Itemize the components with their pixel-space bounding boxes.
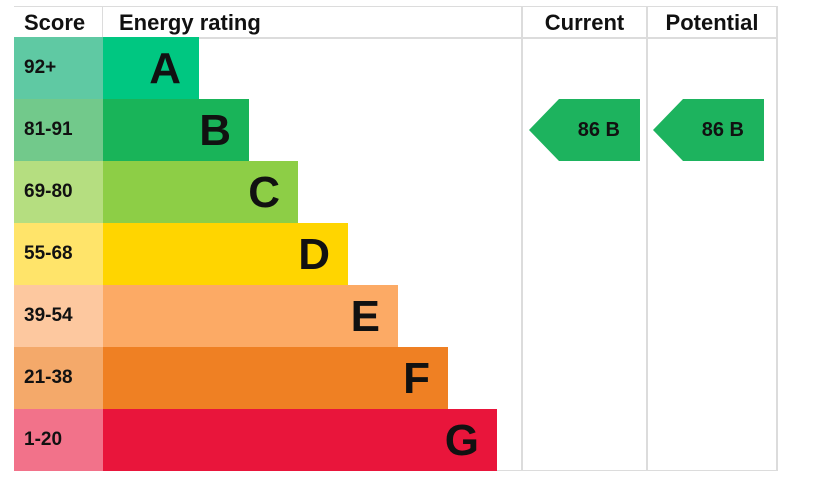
rating-bar-a: A bbox=[103, 37, 199, 99]
rating-bar-e: E bbox=[103, 285, 398, 347]
score-cell: 21-38 bbox=[14, 347, 103, 409]
rating-bar-b: B bbox=[103, 99, 249, 161]
score-cell: 81-91 bbox=[14, 99, 103, 161]
potential-rating-arrow: 86 B bbox=[653, 99, 764, 161]
grid-line bbox=[776, 6, 778, 471]
grid-line bbox=[14, 6, 777, 7]
potential-header: Potential bbox=[665, 10, 759, 35]
grid-line bbox=[646, 6, 648, 471]
score-cell: 1-20 bbox=[14, 409, 103, 471]
score-cell: 39-54 bbox=[14, 285, 103, 347]
rating-bar-d: D bbox=[103, 223, 348, 285]
energy-rating-header: Energy rating bbox=[119, 10, 261, 35]
rating-bar-g: G bbox=[103, 409, 497, 471]
grid-line bbox=[14, 37, 777, 39]
current-rating-arrow: 86 B bbox=[529, 99, 640, 161]
score-cell: 55-68 bbox=[14, 223, 103, 285]
current-header: Current bbox=[544, 10, 625, 35]
rating-bar-f: F bbox=[103, 347, 448, 409]
score-header: Score bbox=[24, 10, 86, 35]
grid-line bbox=[521, 6, 523, 471]
rating-bar-c: C bbox=[103, 161, 298, 223]
score-cell: 92+ bbox=[14, 37, 103, 99]
score-cell: 69-80 bbox=[14, 161, 103, 223]
grid-line bbox=[102, 6, 103, 37]
